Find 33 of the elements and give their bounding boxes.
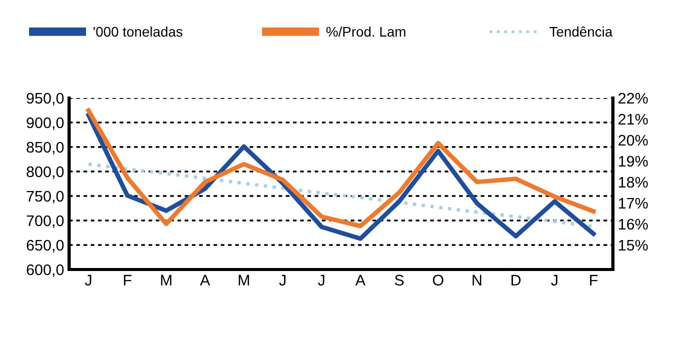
x-tick-label: N bbox=[472, 274, 482, 286]
x-tick-label: J bbox=[279, 274, 286, 286]
legend-label: Tendência bbox=[550, 26, 613, 37]
x-tick-label: F bbox=[124, 274, 132, 286]
y-tick-label: 850,0 bbox=[26, 142, 64, 154]
legend-label: %/Prod. Lam bbox=[326, 26, 406, 37]
x-tick-label: F bbox=[590, 274, 598, 286]
y2-tick-label: 17% bbox=[618, 198, 648, 209]
x-tick-label: J bbox=[84, 274, 92, 286]
y2-tick-label: 21% bbox=[618, 114, 648, 125]
y2-tick-label: 15% bbox=[618, 240, 648, 251]
x-tick-label: M bbox=[161, 274, 172, 286]
x-tick-label: O bbox=[432, 274, 444, 286]
y2-tick-label: 16% bbox=[618, 218, 648, 230]
y-tick-label: 900,0 bbox=[26, 117, 64, 130]
x-tick-label: D bbox=[512, 274, 521, 286]
y-tick-label: 650,0 bbox=[26, 240, 64, 252]
y2-tick-label: 22% bbox=[618, 92, 648, 104]
y-tick-label: 600,0 bbox=[26, 264, 64, 277]
y-tick-label: 950,0 bbox=[26, 92, 64, 106]
x-tick-label: A bbox=[355, 274, 366, 286]
y-tick-label: 700,0 bbox=[26, 215, 64, 228]
y2-tick-label: 19% bbox=[618, 156, 648, 167]
legend-label: '000 toneladas bbox=[94, 26, 182, 37]
x-tick-label: A bbox=[200, 274, 210, 286]
x-tick-label: J bbox=[551, 274, 558, 286]
x-tick-label: S bbox=[394, 274, 404, 286]
y2-tick-label: 20% bbox=[618, 134, 648, 146]
y-tick-label: 750,0 bbox=[26, 190, 64, 204]
y-tick-label: 800,0 bbox=[26, 166, 64, 179]
x-tick-label: M bbox=[238, 274, 250, 286]
y2-tick-label: 18% bbox=[618, 176, 648, 188]
x-tick-label: J bbox=[318, 274, 324, 286]
